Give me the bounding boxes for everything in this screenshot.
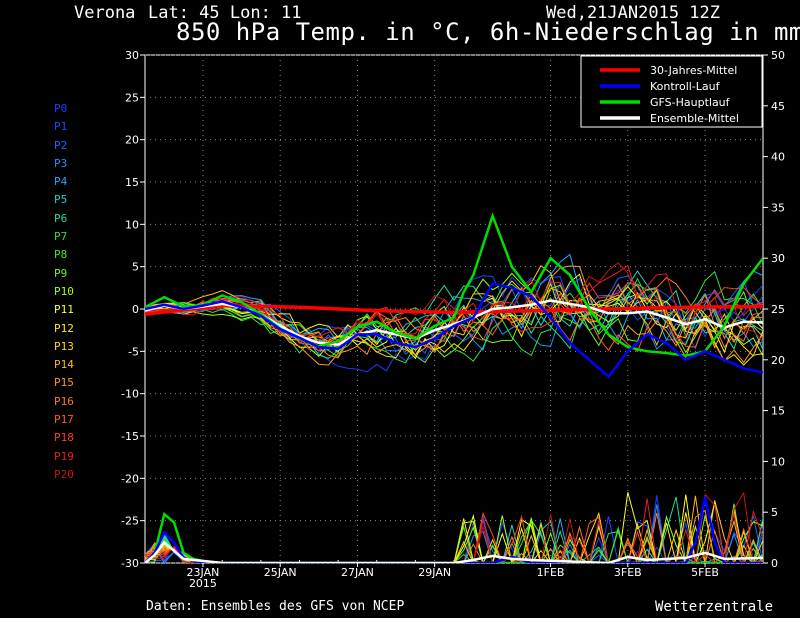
y-tick-label-left: 0 <box>132 303 139 316</box>
ensemble-precip-line-p6 <box>145 496 763 563</box>
x-tick-label: 29JAN <box>418 566 451 579</box>
ensemble-temp-line-p19 <box>145 264 763 338</box>
y-tick-label-left: -5 <box>128 345 139 358</box>
ensemble-precip-line-p8 <box>145 519 763 563</box>
legend-box <box>580 55 763 128</box>
y-tick-label-left: -15 <box>121 430 139 443</box>
x-tick-label: 1FEB <box>537 566 565 579</box>
coordinates-label: Lat: 45 Lon: 11 <box>148 3 302 23</box>
y-tick-label-right: 40 <box>771 151 785 164</box>
y-tick-label-right: 45 <box>771 100 785 113</box>
precip-line-ensemble-mittel <box>145 540 763 563</box>
member-label-p17: P17 <box>54 413 74 427</box>
ensemble-precip-line-p13 <box>145 500 763 563</box>
y-tick-label-left: 25 <box>125 91 139 104</box>
ensemble-member-list: P0 P1 P2 P3 P4 P5 P6 P7 P8 P9 P10 P11 P12 P13 P14 P15 P1… <box>54 100 74 484</box>
x-tick-label: 23JAN <box>187 566 220 579</box>
precip-line-kontroll-lauf <box>145 496 763 563</box>
temp-line-gfs-hauptlauf <box>145 212 763 357</box>
y-tick-label-left: -20 <box>121 472 139 485</box>
y-tick-label-left: -10 <box>121 388 139 401</box>
ensemble-precip-line-p12 <box>145 509 763 563</box>
y-tick-label-right: 50 <box>771 49 785 62</box>
ensemble-temp-line-p20 <box>145 262 763 351</box>
member-label-p18: P18 <box>54 431 74 445</box>
member-label-p20: P20 <box>54 467 74 481</box>
member-label-p1: P1 <box>54 120 68 134</box>
temp-line-kontroll-lauf <box>145 282 763 379</box>
member-label-p11: P11 <box>54 303 74 317</box>
legend-label-ensemble-mittel: Ensemble-Mittel <box>650 112 739 125</box>
member-label-p0: P0 <box>54 102 68 115</box>
ensemble-temp-line-p9 <box>145 284 763 364</box>
member-label-p6: P6 <box>54 211 68 225</box>
location-label: Verona <box>74 3 136 23</box>
ensemble-precip-line-p16 <box>145 512 763 563</box>
y-tick-label-left: 10 <box>125 218 139 231</box>
y-tick-label-right: 0 <box>771 557 778 570</box>
member-label-p15: P15 <box>54 376 74 390</box>
legend-label-30-jahres-mittel: 30-Jahres-Mittel <box>650 64 737 77</box>
y-tick-label-left: -25 <box>121 515 139 528</box>
legend-label-gfs-hauptlauf: GFS-Hauptlauf <box>650 96 731 109</box>
member-label-p2: P2 <box>54 138 68 152</box>
ensemble-precip-line-p3 <box>145 504 763 563</box>
x-tick-label: 3FEB <box>614 566 642 579</box>
datetime-label: Wed,21JAN2015 12Z <box>546 3 720 23</box>
y-tick-label-left: 15 <box>125 176 139 189</box>
y-tick-label-right: 30 <box>771 252 785 265</box>
y-tick-label-right: 35 <box>771 201 785 214</box>
x-tick-label: 5FEB <box>691 566 719 579</box>
chart-title: 850 hPa Temp. in °C, 6h-Niederschlag in … <box>176 18 800 46</box>
y-tick-label-left: 30 <box>125 49 139 62</box>
y-tick-label-left: -30 <box>121 557 139 570</box>
y-tick-label-left: 5 <box>132 261 139 274</box>
legend-label-kontroll-lauf: Kontroll-Lauf <box>650 80 721 93</box>
ensemble-precip-line-p19 <box>145 498 763 563</box>
member-label-p9: P9 <box>54 266 68 280</box>
x-tick-label: 25JAN <box>264 566 297 579</box>
member-label-p13: P13 <box>54 339 74 353</box>
member-label-p14: P14 <box>54 358 74 372</box>
member-label-p7: P7 <box>54 230 68 244</box>
y-tick-label-right: 15 <box>771 405 785 418</box>
member-label-p3: P3 <box>54 156 68 170</box>
y-tick-label-right: 5 <box>771 506 778 519</box>
y-tick-label-right: 20 <box>771 354 785 367</box>
member-label-p5: P5 <box>54 193 68 207</box>
y-tick-label-right: 10 <box>771 455 785 468</box>
member-label-p19: P19 <box>54 449 74 463</box>
member-label-p16: P16 <box>54 394 74 408</box>
ensemble-precip-line-p0 <box>145 495 763 563</box>
brand-label: Wetterzentrale <box>655 599 774 615</box>
member-label-p10: P10 <box>54 284 74 298</box>
member-label-p12: P12 <box>54 321 74 335</box>
x-tick-label: 27JAN <box>341 566 374 579</box>
data-source-label: Daten: Ensembles des GFS von NCEP <box>146 599 405 614</box>
x-tick-label-year: 2015 <box>189 577 217 590</box>
ensemble-precip-line-p9 <box>145 503 763 563</box>
member-label-p8: P8 <box>54 248 68 262</box>
y-tick-label-left: 20 <box>125 134 139 147</box>
member-label-p4: P4 <box>54 175 68 189</box>
y-tick-label-right: 25 <box>771 303 785 316</box>
